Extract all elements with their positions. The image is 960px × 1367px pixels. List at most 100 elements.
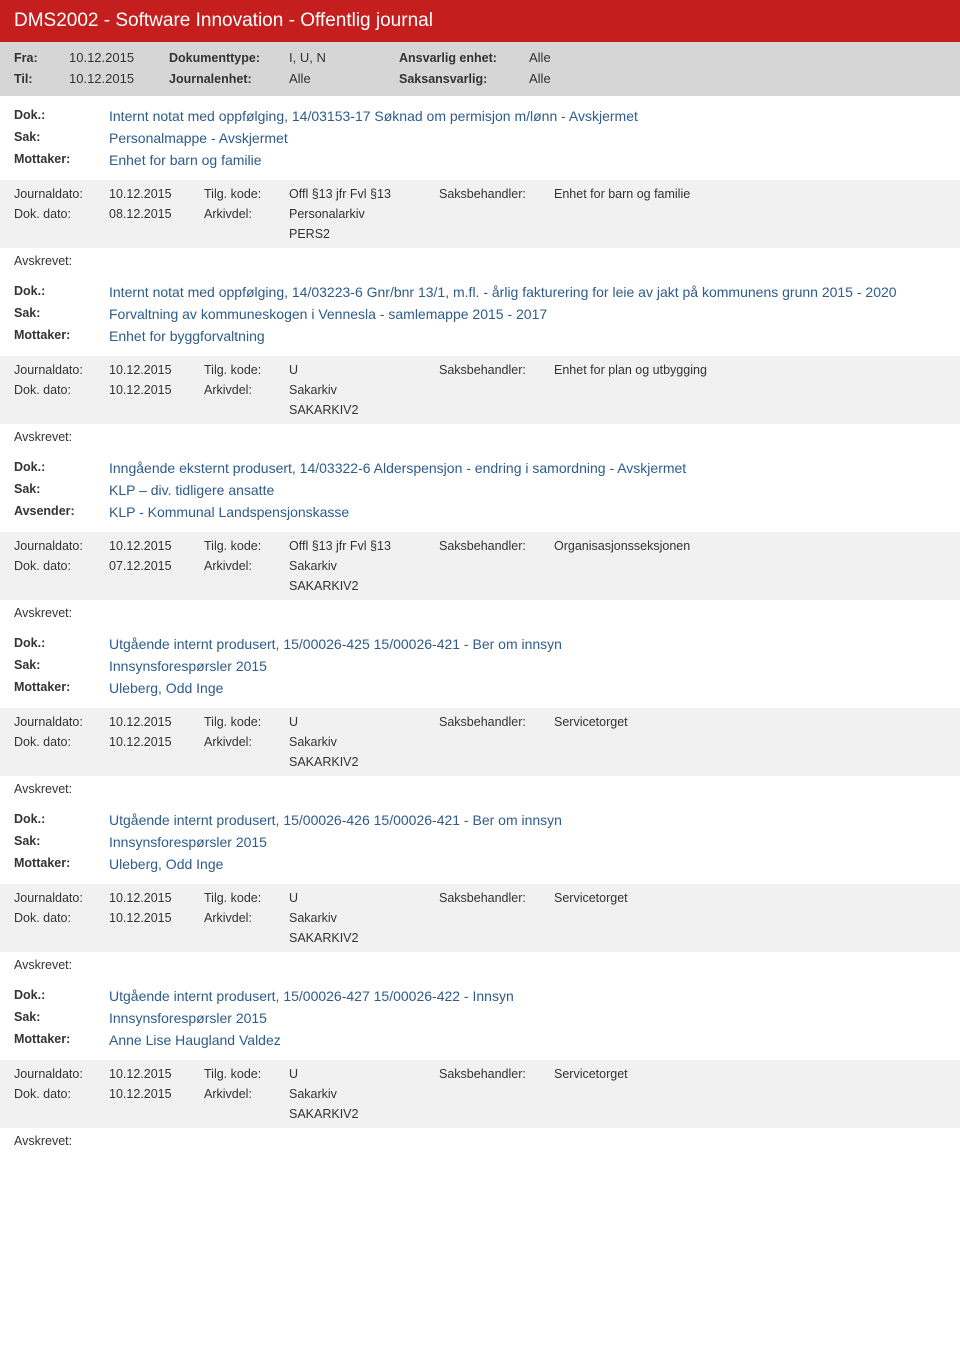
entry-meta: Journaldato: 10.12.2015 Tilg. kode: U Sa… xyxy=(0,708,960,776)
sak-label: Sak: xyxy=(14,834,109,850)
filter-saksansv-label: Saksansvarlig: xyxy=(399,72,529,86)
dok-value: Internt notat med oppfølging, 14/03153-1… xyxy=(109,108,946,124)
tilg-label: Tilg. kode: xyxy=(204,539,289,553)
entry-header: Dok.: Internt notat med oppfølging, 14/0… xyxy=(0,96,960,180)
saksbeh-label: Saksbehandler: xyxy=(439,1067,554,1081)
dok-value: Utgående internt produsert, 15/00026-425… xyxy=(109,636,946,652)
tilg-value: U xyxy=(289,363,439,377)
sak-label: Sak: xyxy=(14,1010,109,1026)
entry-meta: Journaldato: 10.12.2015 Tilg. kode: Offl… xyxy=(0,532,960,600)
tilg-label: Tilg. kode: xyxy=(204,187,289,201)
filter-journal-value: Alle xyxy=(289,71,399,86)
avskrevet-label: Avskrevet: xyxy=(0,1128,960,1152)
avskrevet-label: Avskrevet: xyxy=(0,776,960,800)
saksbeh-value: Servicetorget xyxy=(554,715,946,729)
journal-entry: Dok.: Internt notat med oppfølging, 14/0… xyxy=(0,96,960,272)
arkivdel-label: Arkivdel: xyxy=(204,735,289,749)
party-value: Uleberg, Odd Inge xyxy=(109,680,946,696)
tilg-label: Tilg. kode: xyxy=(204,891,289,905)
party-value: Uleberg, Odd Inge xyxy=(109,856,946,872)
journaldato-label: Journaldato: xyxy=(14,539,109,553)
tilg-value: Offl §13 jfr Fvl §13 xyxy=(289,539,439,553)
tilg-label: Tilg. kode: xyxy=(204,715,289,729)
dok-label: Dok.: xyxy=(14,636,109,652)
journaldato-label: Journaldato: xyxy=(14,1067,109,1081)
arkivdel2-value: PERS2 xyxy=(289,227,439,241)
party-label: Mottaker: xyxy=(14,1032,109,1048)
entries-list: Dok.: Internt notat med oppfølging, 14/0… xyxy=(0,96,960,1152)
dok-label: Dok.: xyxy=(14,284,109,300)
arkivdel2-value: SAKARKIV2 xyxy=(289,579,439,593)
arkivdel-value: Sakarkiv xyxy=(289,383,439,397)
arkivdel-value: Sakarkiv xyxy=(289,1087,439,1101)
journaldato-value: 10.12.2015 xyxy=(109,539,204,553)
arkivdel2-value: SAKARKIV2 xyxy=(289,403,439,417)
arkivdel-label: Arkivdel: xyxy=(204,1087,289,1101)
party-label: Mottaker: xyxy=(14,680,109,696)
avskrevet-label: Avskrevet: xyxy=(0,600,960,624)
sak-value: Forvaltning av kommuneskogen i Vennesla … xyxy=(109,306,946,322)
dokdato-label: Dok. dato: xyxy=(14,383,109,397)
filter-saksansv-value: Alle xyxy=(529,71,639,86)
saksbeh-value: Servicetorget xyxy=(554,1067,946,1081)
dok-label: Dok.: xyxy=(14,812,109,828)
saksbeh-label: Saksbehandler: xyxy=(439,539,554,553)
sak-label: Sak: xyxy=(14,130,109,146)
dokdato-value: 07.12.2015 xyxy=(109,559,204,573)
saksbeh-label: Saksbehandler: xyxy=(439,891,554,905)
sak-value: KLP – div. tidligere ansatte xyxy=(109,482,946,498)
filter-journal-label: Journalenhet: xyxy=(169,72,289,86)
journaldato-label: Journaldato: xyxy=(14,187,109,201)
journal-entry: Dok.: Inngående eksternt produsert, 14/0… xyxy=(0,448,960,624)
sak-value: Innsynsforespørsler 2015 xyxy=(109,658,946,674)
journaldato-label: Journaldato: xyxy=(14,891,109,905)
saksbeh-value: Enhet for barn og familie xyxy=(554,187,946,201)
journaldato-value: 10.12.2015 xyxy=(109,891,204,905)
saksbeh-label: Saksbehandler: xyxy=(439,363,554,377)
filter-til-label: Til: xyxy=(14,72,69,86)
arkivdel2-value: SAKARKIV2 xyxy=(289,1107,439,1121)
tilg-value: U xyxy=(289,1067,439,1081)
journaldato-label: Journaldato: xyxy=(14,715,109,729)
party-value: Anne Lise Haugland Valdez xyxy=(109,1032,946,1048)
dok-label: Dok.: xyxy=(14,460,109,476)
journal-entry: Dok.: Utgående internt produsert, 15/000… xyxy=(0,976,960,1152)
sak-label: Sak: xyxy=(14,482,109,498)
tilg-value: U xyxy=(289,891,439,905)
arkivdel-value: Sakarkiv xyxy=(289,559,439,573)
dokdato-value: 10.12.2015 xyxy=(109,383,204,397)
dok-value: Internt notat med oppfølging, 14/03223-6… xyxy=(109,284,946,300)
tilg-label: Tilg. kode: xyxy=(204,1067,289,1081)
dokdato-label: Dok. dato: xyxy=(14,735,109,749)
entry-meta: Journaldato: 10.12.2015 Tilg. kode: U Sa… xyxy=(0,884,960,952)
avskrevet-label: Avskrevet: xyxy=(0,424,960,448)
dokdato-label: Dok. dato: xyxy=(14,1087,109,1101)
saksbeh-value: Servicetorget xyxy=(554,891,946,905)
journaldato-value: 10.12.2015 xyxy=(109,715,204,729)
entry-meta: Journaldato: 10.12.2015 Tilg. kode: Offl… xyxy=(0,180,960,248)
party-label: Mottaker: xyxy=(14,856,109,872)
entry-meta: Journaldato: 10.12.2015 Tilg. kode: U Sa… xyxy=(0,1060,960,1128)
arkivdel-label: Arkivdel: xyxy=(204,383,289,397)
avskrevet-label: Avskrevet: xyxy=(0,952,960,976)
journal-entry: Dok.: Utgående internt produsert, 15/000… xyxy=(0,624,960,800)
dok-label: Dok.: xyxy=(14,108,109,124)
journaldato-label: Journaldato: xyxy=(14,363,109,377)
saksbeh-value: Enhet for plan og utbygging xyxy=(554,363,946,377)
avskrevet-label: Avskrevet: xyxy=(0,248,960,272)
arkivdel-label: Arkivdel: xyxy=(204,911,289,925)
entry-header: Dok.: Inngående eksternt produsert, 14/0… xyxy=(0,448,960,532)
dokdato-label: Dok. dato: xyxy=(14,559,109,573)
saksbeh-label: Saksbehandler: xyxy=(439,715,554,729)
tilg-label: Tilg. kode: xyxy=(204,363,289,377)
party-label: Mottaker: xyxy=(14,152,109,168)
journaldato-value: 10.12.2015 xyxy=(109,363,204,377)
dok-value: Utgående internt produsert, 15/00026-427… xyxy=(109,988,946,1004)
sak-value: Innsynsforespørsler 2015 xyxy=(109,1010,946,1026)
arkivdel-label: Arkivdel: xyxy=(204,559,289,573)
dok-label: Dok.: xyxy=(14,988,109,1004)
app-header: DMS2002 - Software Innovation - Offentli… xyxy=(0,0,960,42)
arkivdel-value: Personalarkiv xyxy=(289,207,439,221)
journaldato-value: 10.12.2015 xyxy=(109,187,204,201)
filter-bar: Fra: 10.12.2015 Dokumenttype: I, U, N An… xyxy=(0,42,960,96)
